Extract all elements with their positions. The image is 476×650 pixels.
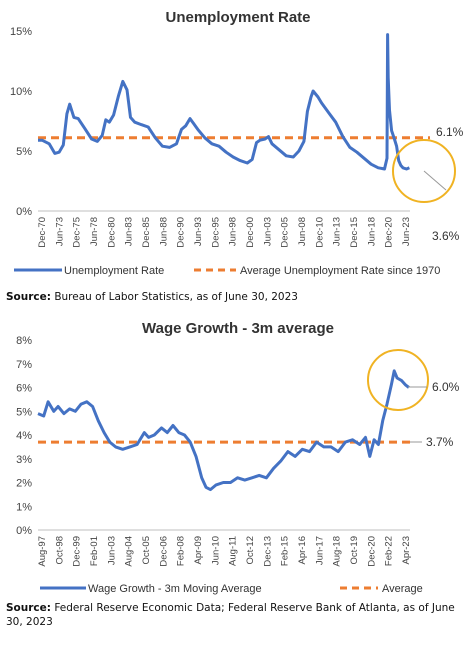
y-tick-label: 3% — [16, 454, 32, 466]
x-tick-label: Jun-03 — [106, 536, 117, 565]
x-tick-label: Oct-19 — [349, 536, 360, 565]
x-tick-label: Jun-98 — [228, 217, 239, 246]
y-tick-label: 1% — [16, 501, 32, 513]
x-tick-label: Aug-04 — [124, 536, 135, 567]
wage-growth-chart-panel: 0% 1% 2% 3% 4% 5% 6% 7% 8% Aug-97 Oct-98 Dec-99 Feb-… — [0, 318, 476, 650]
x-tick-label: Jun-78 — [89, 217, 100, 246]
x-tick-label: Aug-97 — [37, 536, 48, 567]
highlight-circle — [367, 349, 429, 411]
highlight-circle — [392, 139, 456, 203]
x-tick-label: Apr-16 — [297, 536, 308, 565]
x-tick-label: Dec-20 — [384, 217, 395, 248]
x-tick-label: Aug-18 — [332, 536, 343, 567]
x-tick-label: Dec-00 — [245, 217, 256, 248]
x-tick-label: Oct-12 — [245, 536, 256, 565]
x-tick-label: Dec-99 — [72, 536, 83, 567]
x-tick-label: Dec-70 — [37, 217, 48, 248]
x-tick-label: Dec-05 — [280, 217, 291, 248]
x-tick-label: Feb-08 — [176, 536, 187, 566]
source-label: Source: — [6, 291, 51, 303]
x-tick-label: Jun-10 — [210, 536, 221, 565]
y-tick-label: 5% — [16, 406, 32, 418]
x-tick-label: Feb-15 — [280, 536, 291, 566]
x-tick-label: Jun-73 — [54, 217, 65, 246]
x-tick-label: Oct-98 — [54, 536, 65, 565]
unemployment-chart-title: Unemployment Rate — [165, 9, 311, 26]
x-tick-label: Dec-95 — [210, 217, 221, 248]
wage-growth-chart: 0% 1% 2% 3% 4% 5% 6% 7% 8% Aug-97 Oct-98 Dec-99 Feb-… — [16, 335, 460, 595]
average-annotation: 6.1% — [436, 125, 464, 139]
latest-annotation: 3.6% — [432, 229, 460, 243]
x-tick-label: Apr-23 — [401, 536, 412, 565]
source-label: Source: — [6, 602, 51, 614]
y-tick-label: 10% — [10, 86, 32, 98]
x-tick-label: Jun-13 — [332, 217, 343, 246]
y-tick-label: 6% — [16, 383, 32, 395]
wage-growth-chart-title: Wage Growth - 3m average — [142, 320, 334, 337]
x-tick-label: Jun-23 — [401, 217, 412, 246]
y-tick-label: 0% — [16, 206, 32, 218]
x-tick-label: Dec-75 — [72, 217, 83, 248]
series-line — [38, 33, 410, 171]
source-text: Federal Reserve Economic Data; Federal R… — [6, 602, 455, 628]
x-tick-label: Dec-85 — [141, 217, 152, 248]
y-tick-label: 15% — [10, 26, 32, 38]
wage-growth-source: Source: Federal Reserve Economic Data; F… — [6, 601, 466, 629]
y-tick-label: 0% — [16, 525, 32, 537]
y-tick-label: 8% — [16, 335, 32, 347]
series-line — [37, 369, 410, 492]
source-text: Bureau of Labor Statistics, as of June 3… — [50, 291, 298, 303]
y-tick-label: 4% — [16, 430, 32, 442]
x-tick-label: Feb-22 — [384, 536, 395, 566]
legend-label-unemployment: Unemployment Rate — [64, 265, 164, 277]
y-tick-label: 2% — [16, 478, 32, 490]
x-tick-label: Jun-03 — [262, 217, 273, 246]
x-tick-label: Dec-10 — [314, 217, 325, 248]
x-tick-label: Dec-06 — [158, 536, 169, 567]
x-tick-label: Aug-11 — [228, 536, 239, 566]
x-tick-label: Jun-88 — [158, 217, 169, 246]
x-tick-label: Oct-05 — [141, 536, 152, 565]
x-tick-label: Jun-93 — [193, 217, 204, 246]
annotation-leader-line — [423, 170, 447, 191]
x-tick-label: Dec-20 — [366, 536, 377, 567]
legend-label-wage: Wage Growth - 3m Moving Average — [88, 583, 262, 595]
x-tick-label: Dec-15 — [349, 217, 360, 248]
x-tick-label: Dec-13 — [262, 536, 273, 567]
unemployment-chart: 0% 5% 10% 15% Dec-70 Jun-73 Dec-75 Jun-78 Dec-80… — [10, 26, 464, 277]
legend-label-average: Average — [382, 583, 423, 595]
x-tick-label: Jun-17 — [314, 536, 325, 565]
x-tick-label: Jun-08 — [297, 217, 308, 246]
x-tick-label: Jun-18 — [366, 217, 377, 246]
x-tick-label: Feb-01 — [89, 536, 100, 566]
x-tick-label: Jun-83 — [124, 217, 135, 246]
x-tick-label: Dec-90 — [176, 217, 187, 248]
x-tick-label: Apr-09 — [193, 536, 204, 565]
latest-annotation: 6.0% — [432, 380, 460, 394]
y-tick-label: 5% — [16, 146, 32, 158]
x-tick-label: Dec-80 — [106, 217, 117, 248]
unemployment-source: Source: Bureau of Labor Statistics, as o… — [6, 290, 466, 304]
y-tick-label: 7% — [16, 359, 32, 371]
legend-label-average: Average Unemployment Rate since 1970 — [240, 265, 440, 277]
average-annotation: 3.7% — [426, 435, 454, 449]
unemployment-chart-panel: 0% 5% 10% 15% Dec-70 Jun-73 Dec-75 Jun-78 Dec-80… — [0, 0, 476, 318]
